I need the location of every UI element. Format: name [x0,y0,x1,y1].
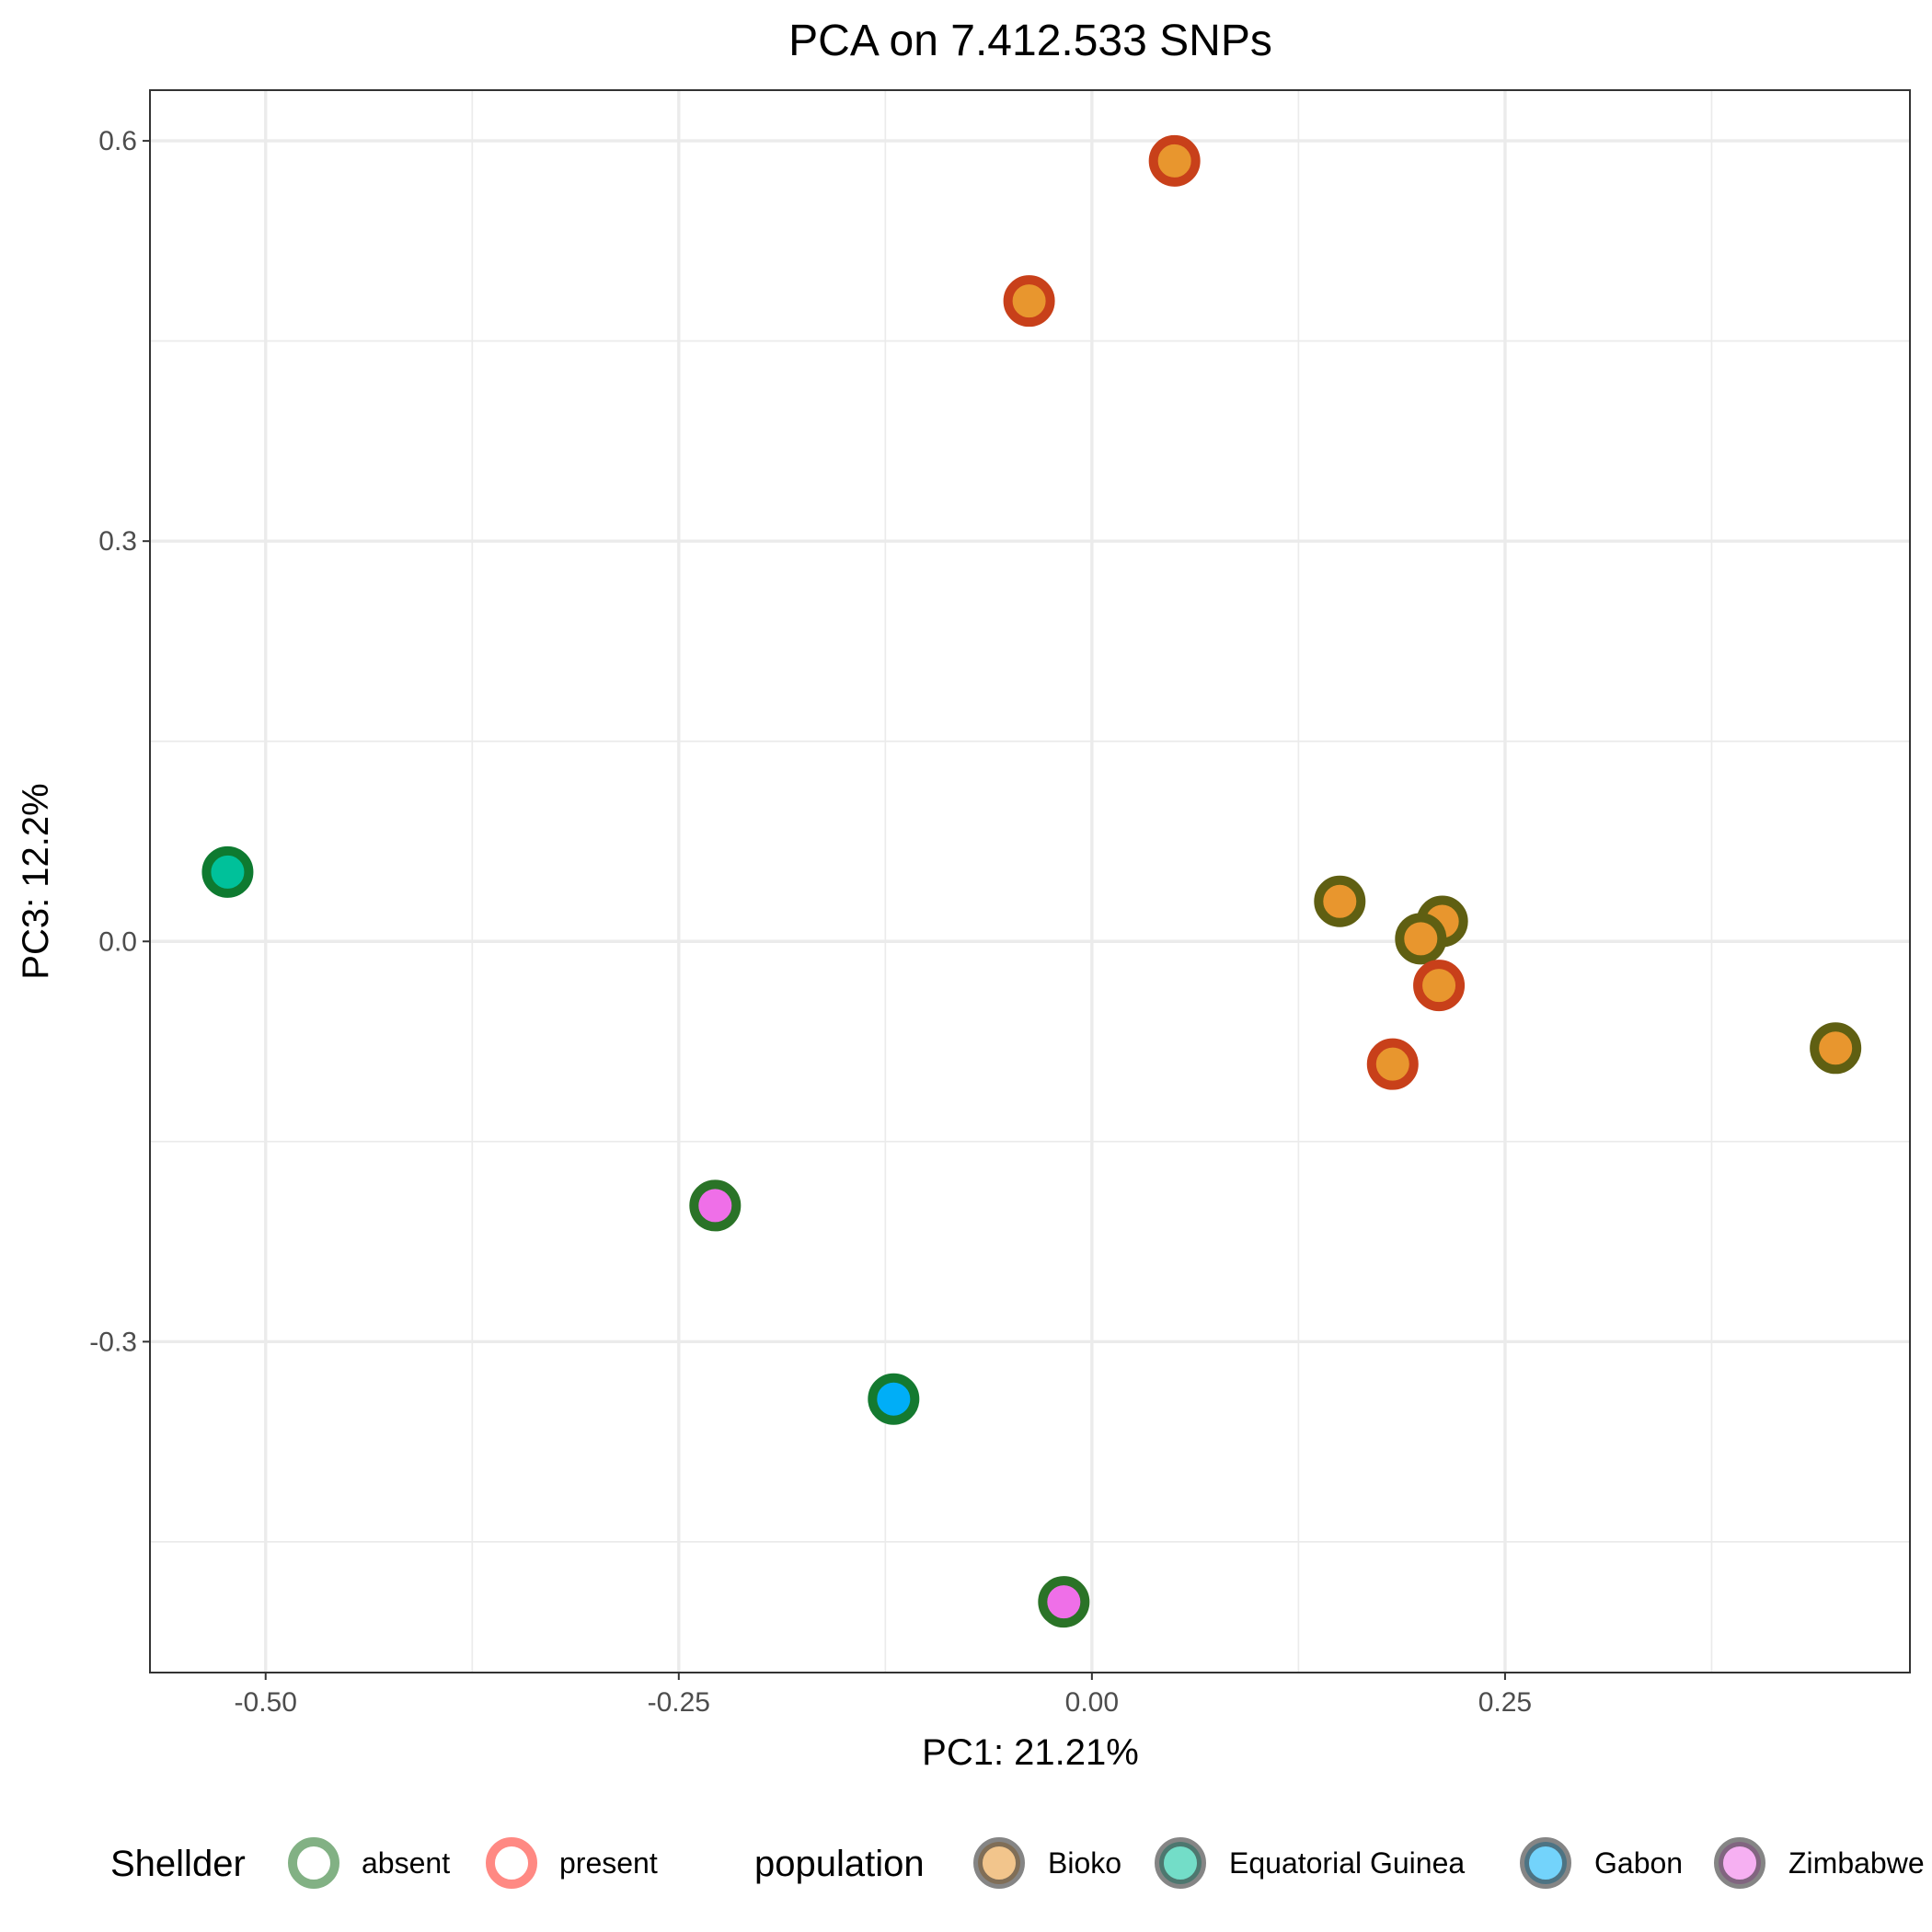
y-tick-label: 0.0 [98,926,137,957]
y-tick-label: -0.3 [89,1327,137,1357]
legend-label-population: Equatorial Guinea [1229,1846,1465,1880]
legend-key-population [1155,1837,1206,1889]
major-gridlines [150,90,1910,1673]
legend: Shellder absent present population Bioko Equa… [110,1837,1925,1889]
legend-key-present [486,1837,537,1889]
axis-tick-labels: -0.50 -0.25 0.00 0.25 -0.3 0.0 0.3 0.6 [89,126,1532,1718]
legend-label-absent: absent [362,1846,450,1880]
data-point [1148,134,1201,187]
x-tick-label: -0.25 [648,1687,710,1718]
legend-title-shellder: Shellder [110,1844,246,1884]
legend-title-population: population [754,1844,925,1884]
chart-title: PCA on 7.412.533 SNPs [788,17,1272,65]
legend-key-absent [288,1837,339,1889]
x-axis-title: PC1: 21.21% [922,1732,1139,1773]
x-tick-label: 0.25 [1478,1687,1532,1718]
legend-label-population: Gabon [1594,1846,1683,1880]
data-point [868,1373,920,1425]
data-point [1366,1038,1419,1090]
legend-key-population [1714,1837,1765,1889]
data-point [1314,875,1366,927]
legend-label-present: present [559,1846,658,1880]
data-point [1413,960,1466,1012]
data-point [689,1179,742,1232]
y-tick-label: 0.3 [98,526,137,557]
y-tick-label: 0.6 [98,126,137,156]
x-tick-label: -0.50 [235,1687,297,1718]
data-point [201,845,254,898]
axis-ticks [143,140,1506,1680]
plot-panel-border [149,89,1911,1673]
legend-key-population [973,1837,1025,1889]
legend-label-population: Bioko [1048,1846,1121,1880]
data-point [1038,1576,1090,1628]
data-point [1810,1022,1862,1075]
data-point [1003,275,1055,328]
legend-label-population: Zimbabwe [1788,1846,1925,1880]
x-tick-label: 0.00 [1065,1687,1119,1718]
data-point [1395,913,1447,965]
y-axis-title: PC3: 12.2% [16,783,56,979]
minor-gridlines [150,90,1910,1673]
data-points [201,134,1862,1628]
legend-key-population [1520,1837,1571,1889]
